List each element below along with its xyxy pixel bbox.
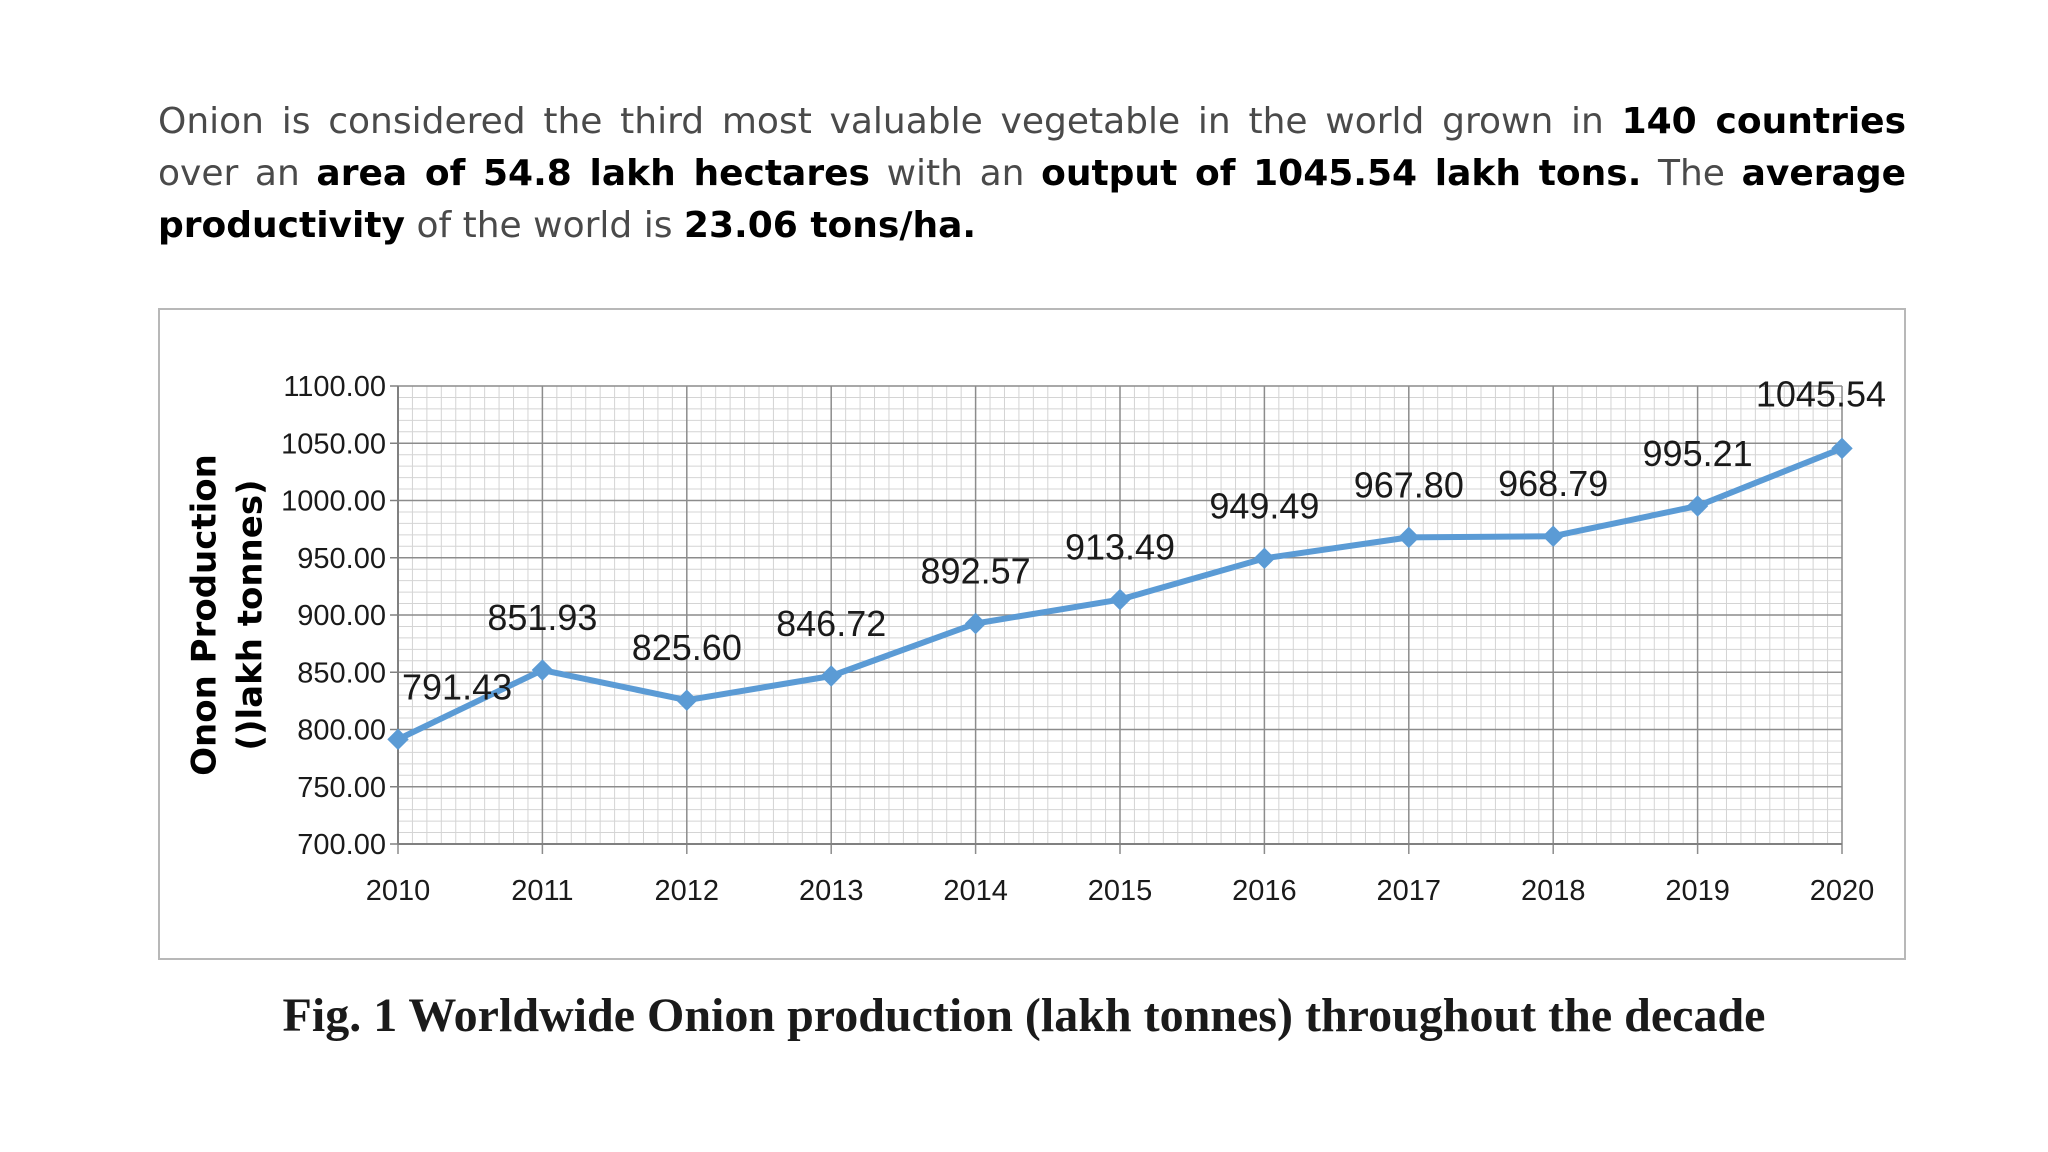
y-axis-title-line: Onon Production <box>185 454 225 776</box>
y-tick-label: 950.00 <box>297 543 386 575</box>
data-label: 846.72 <box>776 603 886 644</box>
y-tick-label: 750.00 <box>297 772 386 804</box>
y-tick-label: 1000.00 <box>281 486 386 518</box>
x-tick-label: 2014 <box>943 875 1008 907</box>
data-label: 968.79 <box>1498 463 1608 504</box>
intro-text: Onion is considered the third most valua… <box>158 101 1622 142</box>
data-label: 851.93 <box>487 597 597 638</box>
intro-paragraph: Onion is considered the third most valua… <box>158 96 1906 252</box>
data-label: 791.43 <box>402 666 512 707</box>
data-label: 995.21 <box>1643 433 1753 474</box>
figure-caption: Fig. 1 Worldwide Onion production (lakh … <box>282 989 1766 1042</box>
intro-highlight: area of 54.8 lakh hectares <box>316 153 870 194</box>
x-tick-label: 2017 <box>1377 875 1442 907</box>
data-point-marker <box>1253 547 1276 570</box>
data-label: 949.49 <box>1209 485 1319 526</box>
y-tick-label: 850.00 <box>297 657 386 689</box>
y-tick-label: 1050.00 <box>281 428 386 460</box>
data-markers <box>387 437 1853 751</box>
data-label: 892.57 <box>921 551 1031 592</box>
x-tick-label: 2018 <box>1521 875 1586 907</box>
data-label: 913.49 <box>1065 527 1175 568</box>
intro-text: of the world is <box>405 205 684 246</box>
data-point-marker <box>1398 526 1420 549</box>
line-chart: 700.00 750.00 800.00 850.00 900.00 950.00 1000… <box>185 371 1887 907</box>
data-label: 967.80 <box>1354 464 1464 505</box>
x-tick-label: 2013 <box>799 875 864 907</box>
data-point-marker <box>387 728 409 751</box>
y-tick-label: 900.00 <box>297 600 386 632</box>
x-tick-label: 2011 <box>511 875 573 907</box>
intro-highlight: 23.06 tons/ha. <box>683 205 977 246</box>
x-tick-label: 2019 <box>1665 875 1730 907</box>
intro-text: over an <box>158 153 317 194</box>
intro-highlight: 140 countries <box>1621 101 1907 142</box>
data-point-marker <box>531 659 554 681</box>
x-tick-label: 2010 <box>366 875 431 907</box>
data-label: 825.60 <box>632 627 742 668</box>
intro-highlight: average productivity <box>158 153 1907 246</box>
intro-highlight: output of 1045.54 lakh tons. <box>1041 153 1642 194</box>
chart-frame: 700.00 750.00 800.00 850.00 900.00 950.00 1000… <box>158 308 1906 960</box>
data-point-marker <box>964 612 987 635</box>
data-point-marker <box>676 689 698 711</box>
intro-text: with an <box>869 153 1042 194</box>
x-tick-label: 2020 <box>1810 875 1875 907</box>
data-point-marker <box>820 665 842 687</box>
data-point-marker <box>1109 588 1131 611</box>
x-tick-label: 2012 <box>655 875 720 907</box>
x-tick-label: 2015 <box>1088 875 1153 907</box>
data-point-marker <box>1831 437 1853 460</box>
x-tick-labels: 2010 2011 2012 2013 2014 2015 2016 2017 2018 2019… <box>366 875 1875 907</box>
data-label: 1045.54 <box>1756 373 1886 414</box>
data-labels: 791.43 851.93 825.60 846.72 892.57 913.49 949.… <box>402 373 1886 707</box>
y-axis-title: Onon Production ()lakh tonnes) <box>185 454 271 776</box>
y-axis-title-line: ()lakh tonnes) <box>231 479 271 750</box>
data-point-marker <box>1686 495 1709 517</box>
data-point-marker <box>1542 525 1564 547</box>
y-tick-labels: 700.00 750.00 800.00 850.00 900.00 950.00 1000… <box>281 371 398 861</box>
intro-text: The <box>1641 153 1742 194</box>
y-tick-label: 1100.00 <box>283 371 386 403</box>
y-tick-label: 700.00 <box>297 829 386 861</box>
x-tick-label: 2016 <box>1232 875 1297 907</box>
y-tick-label: 800.00 <box>297 715 386 747</box>
